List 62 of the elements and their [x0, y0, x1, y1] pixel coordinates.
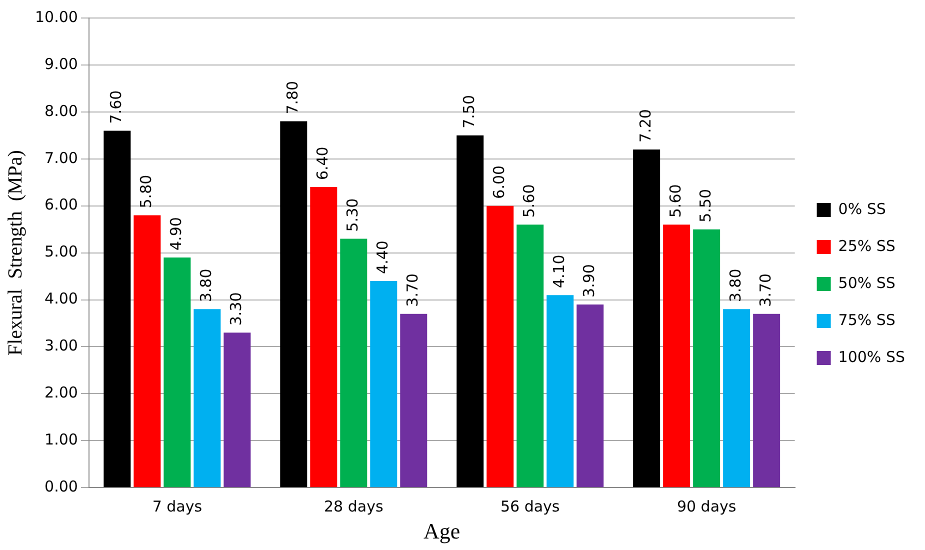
data-label: 7.80 — [284, 80, 302, 114]
bar — [753, 314, 780, 488]
data-label: 6.00 — [490, 165, 508, 199]
legend-label: 50% SS — [838, 274, 896, 292]
legend-label: 75% SS — [838, 310, 896, 329]
bar — [340, 238, 368, 488]
data-label: 5.60 — [520, 184, 538, 218]
x-tick-label: 7 days — [152, 497, 202, 516]
bar — [486, 206, 514, 488]
data-label: 7.20 — [636, 109, 654, 142]
data-label: 7.50 — [460, 94, 478, 128]
bar — [456, 135, 484, 488]
y-tick-label: 3.00 — [44, 336, 78, 355]
x-tick-label: 28 days — [324, 497, 384, 516]
y-tick-label: 5.00 — [44, 242, 78, 261]
data-label: 5.60 — [666, 184, 684, 218]
data-label: 5.80 — [137, 174, 156, 208]
bar — [516, 224, 544, 488]
bar — [224, 332, 251, 488]
data-label: 7.60 — [107, 90, 126, 124]
legend-label: 0% SS — [838, 200, 886, 218]
legend-label: 100% SS — [838, 348, 906, 366]
bar — [164, 257, 191, 488]
y-tick-label: 9.00 — [44, 54, 78, 73]
x-tick-label: 90 days — [676, 497, 736, 516]
data-label: 3.80 — [197, 268, 216, 302]
bar — [104, 130, 131, 488]
bar — [400, 314, 428, 488]
data-label: 5.50 — [696, 188, 714, 222]
data-label: 4.90 — [167, 217, 186, 250]
y-tick-label: 0.00 — [44, 477, 78, 496]
data-label: 5.30 — [344, 198, 362, 232]
data-label: 3.70 — [756, 273, 774, 307]
y-tick-label: 7.00 — [44, 148, 78, 167]
bar — [663, 224, 690, 488]
bar — [576, 304, 604, 488]
y-tick-label: 1.00 — [44, 430, 78, 449]
y-tick-label: 4.00 — [44, 290, 78, 308]
bar — [310, 187, 338, 488]
data-label: 4.10 — [550, 254, 568, 288]
data-label: 6.40 — [314, 146, 332, 180]
bar — [693, 229, 720, 488]
data-label: 3.90 — [580, 264, 598, 298]
bar — [280, 121, 308, 488]
x-axis-title: Age — [424, 518, 460, 544]
legend-label: 25% SS — [838, 236, 896, 255]
data-label: 3.30 — [227, 292, 246, 326]
y-tick-label: 2.00 — [44, 384, 78, 402]
y-tick-label: 10.00 — [34, 8, 78, 26]
x-tick-label: 56 days — [500, 497, 560, 516]
bar — [633, 149, 660, 488]
data-label: 4.40 — [374, 240, 392, 274]
y-tick-label: 6.00 — [44, 196, 78, 214]
bar — [370, 280, 398, 488]
bar — [723, 309, 750, 488]
y-axis-title: Flexural Strength (MPa) — [4, 150, 26, 356]
bar — [194, 309, 221, 488]
y-tick-label: 8.00 — [44, 102, 78, 120]
bar — [546, 295, 574, 488]
data-label: 3.70 — [404, 273, 422, 307]
data-label: 3.80 — [726, 268, 744, 302]
bar — [134, 215, 161, 488]
